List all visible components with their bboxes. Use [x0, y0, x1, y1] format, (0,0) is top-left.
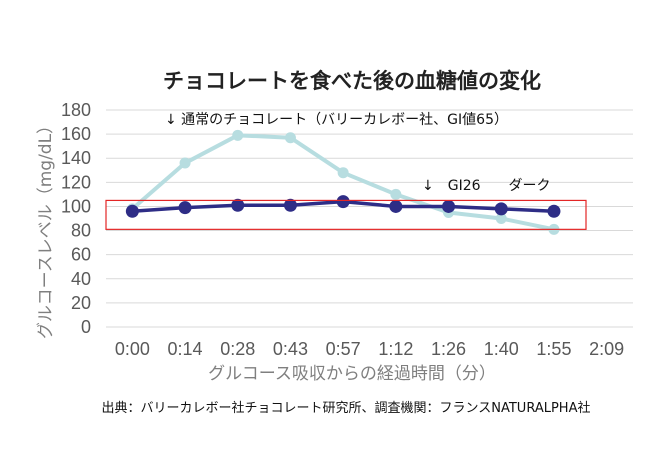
x-axis-label: グルコース吸収からの経過時間（分）: [208, 364, 496, 384]
x-tick-label: 0:14: [168, 339, 203, 359]
y-tick-label: 0: [81, 317, 91, 337]
data-point: [179, 157, 191, 169]
chart-title: チョコレートを食べた後の血糖値の変化: [163, 69, 541, 93]
data-point: [547, 204, 561, 218]
y-tick-label: 60: [71, 245, 91, 265]
y-tick-label: 80: [71, 221, 91, 241]
data-point: [336, 195, 350, 209]
data-point: [389, 199, 403, 213]
y-tick-label: 180: [61, 100, 91, 120]
data-point: [494, 202, 508, 216]
y-tick-label: 160: [61, 124, 91, 144]
x-tick-label: 1:55: [536, 339, 571, 359]
x-axis-ticks: 0:00 0:14 0:28 0:43 0:57 1:12 1:26 1:40 1:55 2:09: [115, 339, 624, 359]
y-tick-label: 100: [61, 196, 91, 216]
data-point: [337, 167, 349, 179]
series-1: [125, 195, 561, 218]
annotation-regular-chocolate: ↓ 通常のチョコレート（バリーカレボー社、GI値65）: [165, 112, 508, 128]
y-tick-label: 40: [71, 269, 91, 289]
data-point: [495, 213, 507, 224]
data-point: [390, 188, 402, 200]
data-point: [125, 204, 139, 218]
series-group: [125, 129, 561, 235]
x-tick-label: 1:40: [484, 339, 519, 359]
y-tick-label: 140: [61, 148, 91, 168]
highlight-box: [105, 199, 587, 230]
x-tick-label: 0:57: [326, 339, 361, 359]
y-axis-ticks: 0 20 40 60 80 100 120 140 160 180: [61, 100, 91, 337]
annotation-dark-chocolate: ↓ GI26 ダーク: [422, 178, 551, 194]
x-tick-label: 0:00: [115, 339, 150, 359]
data-point: [231, 198, 245, 212]
data-point: [178, 201, 192, 215]
data-point: [284, 132, 296, 144]
y-tick-label: 20: [71, 293, 91, 313]
x-tick-label: 0:28: [220, 339, 255, 359]
x-tick-label: 0:43: [273, 339, 308, 359]
x-tick-label: 2:09: [589, 339, 624, 359]
x-tick-label: 1:12: [378, 339, 413, 359]
data-point: [232, 129, 244, 141]
y-axis-label: グルコースレベル（mg/dL）: [36, 117, 56, 339]
source-note: 出典：バリーカレボー社チョコレート研究所、調査機関：フランスNATURALPHA…: [102, 400, 591, 416]
gridlines: [106, 109, 633, 328]
y-tick-label: 120: [61, 172, 91, 192]
x-tick-label: 1:26: [431, 339, 466, 359]
data-point: [283, 198, 297, 212]
data-point: [442, 199, 456, 213]
